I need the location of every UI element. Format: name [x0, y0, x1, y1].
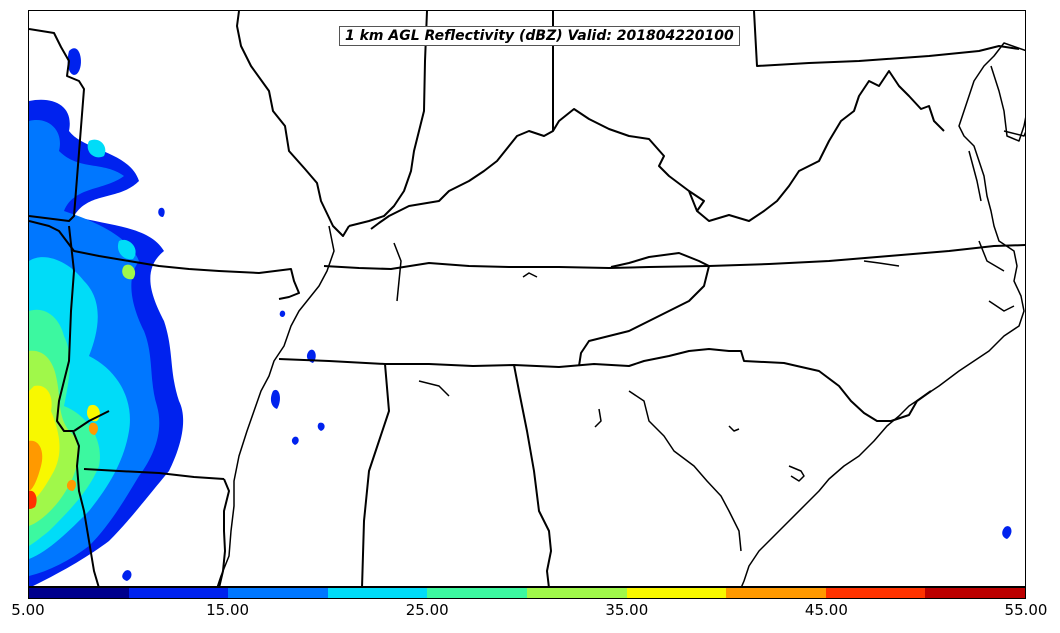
- colorbar-tick-label: 15.00: [206, 601, 250, 619]
- colorbar-bin-8: [726, 588, 826, 598]
- colorbar-bin-7: [626, 588, 727, 598]
- colorbar-tick-label: 45.00: [804, 601, 848, 619]
- colorbar-tick-label: 25.00: [405, 601, 449, 619]
- colorbar-bin-2: [128, 588, 229, 598]
- map-title: 1 km AGL Reflectivity (dBZ) Valid: 20180…: [339, 26, 740, 46]
- colorbar-bin-9: [825, 588, 926, 598]
- state-boundaries: [29, 11, 1025, 586]
- map-canvas: [29, 11, 1025, 586]
- colorbar-bin-1: [29, 588, 129, 598]
- colorbar-tick-label: 35.00: [605, 601, 649, 619]
- colorbar-bin-4: [327, 588, 428, 598]
- colorbar-tick-label: 5.00: [11, 601, 45, 619]
- colorbar-tick-label: 55.00: [1004, 601, 1048, 619]
- colorbar: [28, 587, 1026, 599]
- coastline: [216, 42, 1025, 586]
- colorbar-bin-3: [228, 588, 328, 598]
- map-panel: 1 km AGL Reflectivity (dBZ) Valid: 20180…: [28, 10, 1026, 587]
- colorbar-bin-6: [526, 588, 627, 598]
- reflectivity-echoes: [29, 48, 1012, 586]
- colorbar-bin-10: [925, 588, 1025, 598]
- colorbar-bin-5: [427, 588, 527, 598]
